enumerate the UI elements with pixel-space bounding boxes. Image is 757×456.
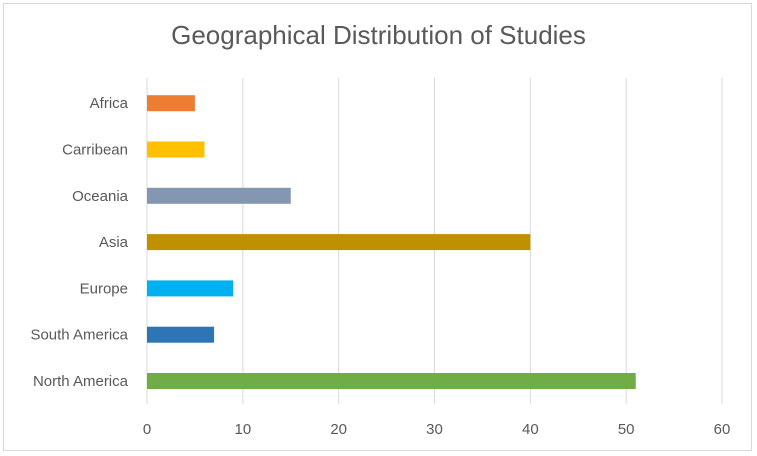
category-label: Oceania bbox=[72, 188, 129, 205]
x-tick-label: 60 bbox=[714, 421, 731, 438]
x-tick-label: 20 bbox=[330, 421, 347, 438]
category-label: North America bbox=[33, 373, 129, 390]
x-tick-label: 0 bbox=[143, 421, 151, 438]
category-label: South America bbox=[30, 327, 128, 344]
bar-oceania bbox=[147, 187, 291, 204]
bar-south-america bbox=[147, 326, 215, 343]
bars bbox=[147, 95, 636, 389]
bar-asia bbox=[147, 234, 531, 251]
category-label: Asia bbox=[99, 234, 129, 251]
x-tick-label: 50 bbox=[618, 421, 635, 438]
category-label: Europe bbox=[80, 280, 128, 297]
x-tick-label: 10 bbox=[234, 421, 251, 438]
x-tick-label: 30 bbox=[426, 421, 443, 438]
bar-north-america bbox=[147, 373, 636, 389]
bar-europe bbox=[147, 280, 234, 297]
x-tick-label: 40 bbox=[522, 421, 539, 438]
category-labels: North America South America Europe Asia Ocea… bbox=[30, 95, 128, 390]
x-tick-labels: 0 10 20 30 40 50 60 bbox=[143, 421, 731, 438]
category-label: Africa bbox=[90, 95, 129, 112]
bar-africa bbox=[147, 95, 195, 112]
bar-carribean bbox=[147, 141, 205, 158]
chart-title: Geographical Distribution of Studies bbox=[171, 20, 586, 50]
category-label: Carribean bbox=[62, 142, 128, 159]
